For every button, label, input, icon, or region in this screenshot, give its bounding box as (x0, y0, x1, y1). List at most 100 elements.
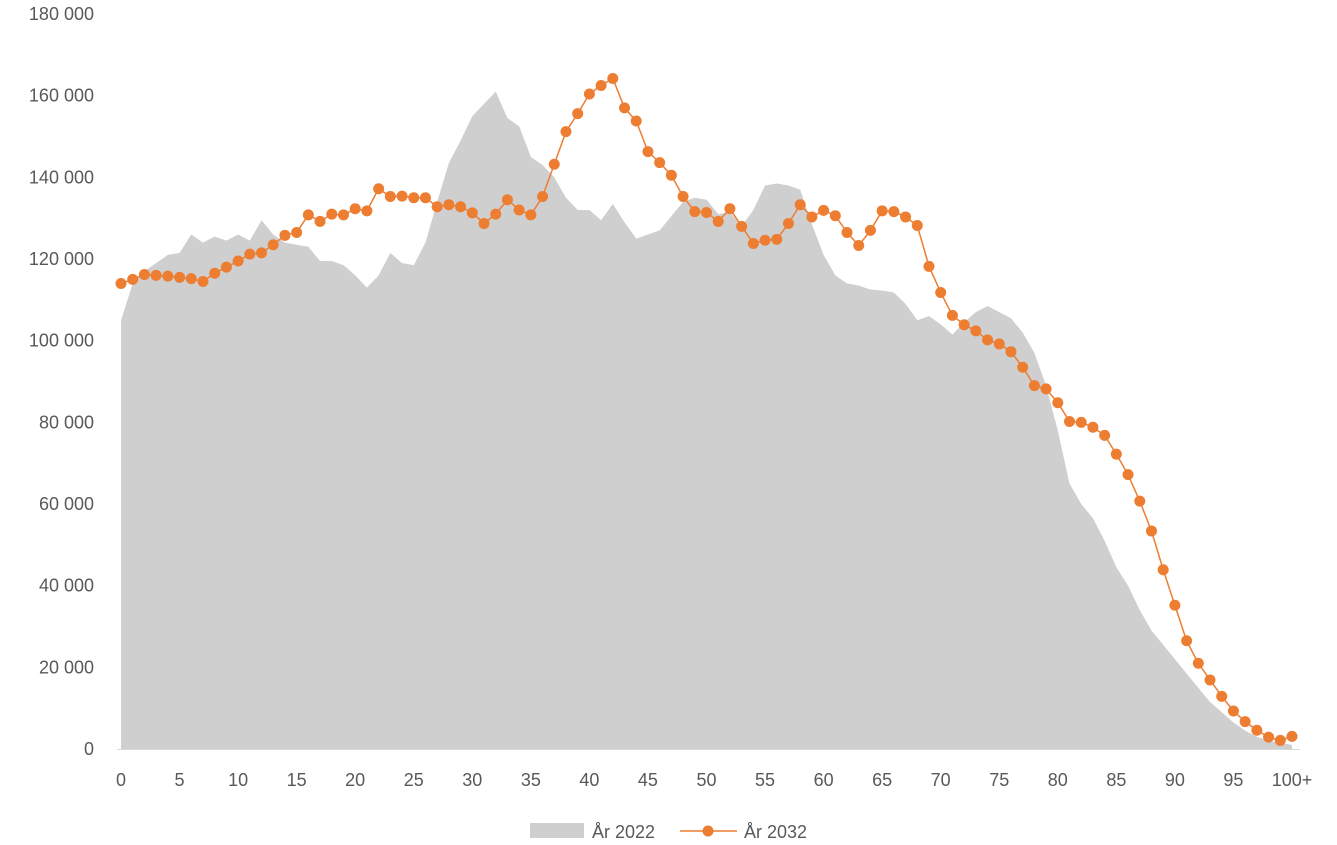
x-tick-label: 100+ (1272, 770, 1313, 790)
x-axis-tick-labels: 0 5 10 15 20 25 30 35 40 45 50 55 60 65 70 75 80 85 90 95 10… (116, 770, 1312, 790)
x-tick-label: 75 (989, 770, 1009, 790)
point-2032 (220, 261, 232, 273)
point-2032 (1157, 564, 1169, 576)
point-2032 (583, 88, 595, 100)
point-2032 (326, 208, 338, 220)
point-2032 (209, 267, 221, 279)
point-2032 (1005, 346, 1017, 358)
point-2032 (1181, 635, 1193, 647)
point-2032 (1274, 734, 1286, 746)
x-tick-label: 10 (228, 770, 248, 790)
point-2032 (607, 73, 619, 85)
y-tick-label: 40 000 (39, 576, 94, 596)
point-2032 (244, 248, 256, 260)
x-tick-label: 35 (521, 770, 541, 790)
point-2032 (806, 211, 818, 223)
point-2032 (314, 215, 326, 227)
point-2032 (455, 201, 467, 213)
point-2032 (1204, 674, 1216, 686)
point-2032 (127, 273, 139, 285)
y-tick-label: 20 000 (39, 657, 94, 677)
x-tick-label: 90 (1165, 770, 1185, 790)
point-2032 (443, 199, 455, 211)
x-tick-label: 55 (755, 770, 775, 790)
y-axis-tick-labels: 0 20 000 40 000 60 000 80 000 100 000 120 000 1… (29, 4, 94, 759)
point-2032 (174, 271, 186, 283)
point-2032 (993, 338, 1005, 350)
area-2022 (121, 91, 1292, 750)
point-2032 (946, 309, 958, 321)
legend-swatch-2022 (530, 823, 584, 838)
y-tick-label: 160 000 (29, 86, 94, 106)
point-2032 (267, 239, 279, 251)
point-2032 (291, 226, 303, 238)
point-2032 (736, 220, 748, 232)
point-2032 (876, 205, 888, 217)
y-tick-label: 180 000 (29, 4, 94, 24)
x-tick-label: 20 (345, 770, 365, 790)
x-tick-label: 85 (1106, 770, 1126, 790)
point-2032 (841, 226, 853, 238)
x-tick-label: 40 (579, 770, 599, 790)
point-2032 (630, 115, 642, 127)
x-tick-label: 50 (696, 770, 716, 790)
point-2032 (864, 224, 876, 236)
point-2032 (1239, 716, 1251, 728)
x-tick-label: 60 (814, 770, 834, 790)
point-2032 (373, 183, 385, 195)
point-2032 (1064, 416, 1076, 428)
legend-label-2022: År 2022 (592, 822, 655, 842)
point-2032 (1169, 599, 1181, 611)
point-2032 (525, 209, 537, 221)
point-2032 (384, 191, 396, 203)
point-2032 (490, 208, 502, 220)
point-2032 (232, 255, 244, 267)
line-series-group (115, 73, 1298, 746)
point-2032 (701, 206, 712, 218)
point-2032 (619, 102, 631, 114)
point-2032 (431, 201, 443, 213)
point-2032 (642, 146, 654, 158)
point-2032 (1099, 429, 1111, 441)
point-2032 (501, 194, 513, 206)
y-tick-label: 100 000 (29, 331, 94, 351)
y-tick-label: 0 (84, 739, 94, 759)
point-2032 (1216, 690, 1228, 702)
x-tick-label: 45 (638, 770, 658, 790)
point-2032 (1075, 416, 1087, 428)
point-2032 (1227, 705, 1239, 717)
area-series-group (121, 91, 1292, 750)
point-2032 (724, 203, 736, 215)
point-2032 (1110, 448, 1122, 460)
point-2032 (1122, 469, 1134, 481)
x-tick-label: 15 (287, 770, 307, 790)
x-tick-label: 95 (1223, 770, 1243, 790)
point-2032 (1040, 383, 1052, 395)
point-2032 (115, 278, 127, 289)
point-2032 (197, 275, 209, 287)
y-tick-label: 120 000 (29, 249, 94, 269)
point-2032 (1286, 730, 1298, 742)
point-2032 (1145, 525, 1157, 537)
point-2032 (677, 191, 689, 203)
point-2032 (302, 209, 314, 221)
point-2032 (1251, 724, 1263, 736)
point-2032 (900, 211, 912, 223)
x-tick-label: 25 (404, 770, 424, 790)
point-2032 (150, 269, 162, 281)
point-2032 (419, 192, 431, 204)
point-2032 (759, 234, 771, 246)
point-2032 (548, 158, 560, 170)
point-2032 (408, 192, 420, 204)
legend-label-2032: År 2032 (744, 822, 807, 842)
point-2032 (572, 108, 584, 120)
point-2032 (888, 206, 900, 218)
point-2032 (689, 206, 701, 218)
point-2032 (958, 319, 970, 331)
point-2032 (935, 286, 947, 298)
point-2032 (138, 269, 150, 281)
x-tick-label: 80 (1048, 770, 1068, 790)
point-2032 (513, 204, 525, 216)
point-2032 (782, 217, 794, 229)
